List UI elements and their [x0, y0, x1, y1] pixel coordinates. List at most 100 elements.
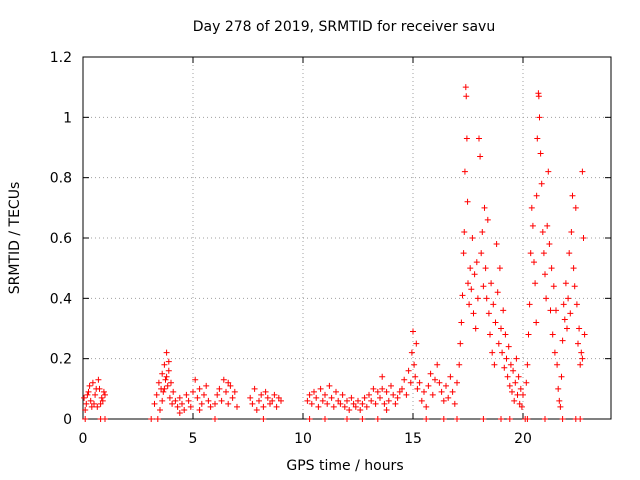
data-point	[339, 391, 346, 398]
data-point	[330, 403, 337, 410]
data-point	[337, 400, 344, 407]
data-point	[512, 379, 519, 386]
data-point	[85, 388, 92, 395]
data-point	[567, 310, 574, 317]
data-point	[100, 388, 107, 395]
data-point	[499, 349, 506, 356]
data-point	[491, 361, 498, 368]
data-point	[432, 376, 438, 383]
data-point	[350, 400, 357, 407]
data-point	[160, 388, 167, 395]
x-axis-label: GPS time / hours	[286, 458, 403, 474]
data-point	[322, 416, 328, 422]
data-point	[558, 373, 565, 380]
data-point	[449, 388, 456, 395]
data-point	[159, 370, 166, 377]
data-point	[529, 222, 536, 229]
data-point	[504, 373, 511, 380]
data-point	[523, 379, 530, 386]
data-point	[456, 361, 463, 368]
data-point	[164, 382, 171, 389]
data-point	[357, 406, 364, 413]
data-point	[434, 361, 441, 368]
data-point	[153, 391, 160, 398]
data-point	[157, 406, 163, 413]
data-point	[313, 394, 320, 401]
data-point	[502, 331, 509, 338]
data-point	[564, 325, 570, 332]
data-point	[526, 301, 533, 308]
data-point	[524, 416, 531, 422]
data-point	[427, 370, 434, 377]
data-point	[555, 385, 562, 392]
data-point	[440, 397, 447, 404]
data-point	[322, 391, 328, 398]
data-point	[388, 382, 394, 389]
data-point	[510, 367, 517, 374]
data-point	[306, 391, 313, 398]
data-point	[457, 340, 464, 347]
data-point	[414, 385, 421, 392]
data-point	[185, 397, 192, 404]
data-point	[183, 391, 190, 398]
data-point	[86, 382, 93, 389]
data-point	[315, 403, 322, 410]
data-point	[374, 388, 381, 395]
data-point	[249, 400, 256, 407]
data-point	[168, 379, 174, 386]
data-point	[489, 349, 496, 356]
data-point	[454, 416, 460, 422]
data-point	[344, 397, 350, 404]
data-point	[407, 379, 414, 386]
data-point	[568, 228, 575, 235]
data-point	[379, 385, 386, 392]
data-point	[474, 295, 481, 302]
data-point	[536, 114, 543, 121]
data-point	[324, 400, 331, 407]
data-point	[102, 416, 108, 422]
data-point	[480, 416, 487, 422]
data-point	[478, 250, 485, 257]
data-point	[473, 259, 480, 266]
data-point	[429, 391, 436, 398]
data-point	[421, 388, 427, 395]
y-tick-label: 0.2	[50, 352, 72, 368]
data-point	[528, 204, 535, 211]
data-point	[374, 416, 381, 422]
data-point	[84, 391, 91, 398]
x-tick-label: 0	[79, 431, 88, 447]
data-point	[341, 403, 348, 410]
data-point	[546, 241, 553, 248]
data-point	[355, 397, 361, 404]
data-point	[405, 367, 412, 374]
data-point	[304, 397, 311, 404]
data-point	[247, 394, 254, 401]
data-point	[418, 397, 425, 404]
data-point	[445, 394, 452, 401]
data-point	[537, 150, 544, 157]
data-point	[328, 394, 335, 401]
data-point	[366, 391, 372, 398]
data-point	[494, 289, 501, 296]
axis-ticks	[82, 56, 611, 420]
data-point	[554, 361, 561, 368]
data-point	[498, 416, 504, 422]
data-point	[170, 388, 177, 395]
data-point	[515, 373, 522, 380]
data-point	[533, 319, 540, 326]
data-point	[264, 394, 271, 401]
data-point	[372, 400, 379, 407]
data-point	[163, 349, 170, 356]
data-point	[148, 416, 155, 422]
data-point	[578, 349, 585, 356]
data-point	[251, 385, 258, 392]
data-point	[562, 280, 569, 287]
data-point	[271, 391, 278, 398]
data-point	[260, 416, 267, 422]
data-point	[535, 93, 542, 100]
data-point	[352, 403, 359, 410]
data-point	[161, 361, 168, 368]
data-point	[577, 361, 584, 368]
data-point	[223, 388, 229, 395]
